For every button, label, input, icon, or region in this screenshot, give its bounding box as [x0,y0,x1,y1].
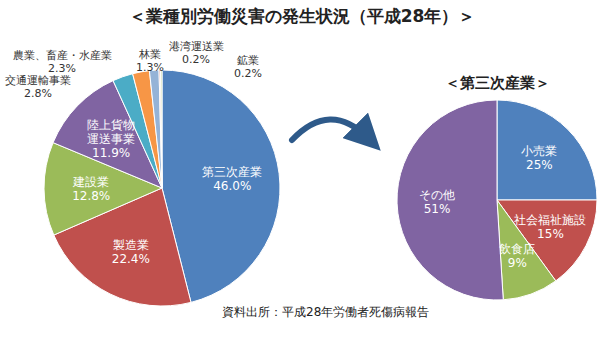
background [0,0,607,344]
label-line: 社会福祉施設 [514,213,586,227]
chart-canvas: ＜業種別労働災害の発生状況（平成28年）＞ 第三次産業46.0% 製造業22.4% 建… [0,0,607,344]
value-label: 46.0% [213,179,251,193]
annotation: 資料出所：平成28年労働者死傷病報告 [222,305,429,319]
category-label: 建設業 [72,175,109,189]
category-label: 製造業 [113,238,149,252]
pie-slice [497,100,597,200]
value-label: 0.2% [182,53,210,66]
category-label: 林業 [138,48,161,61]
value-label: 15% [537,227,564,241]
value-label: 12.8% [72,189,110,203]
label-line: 建設業 [72,175,109,189]
value-label: 25% [526,158,553,172]
category-label: 飲食店 [499,242,535,256]
label-line: 運送事業 [87,132,135,146]
chart-title: ＜第三次産業＞ [445,74,550,92]
label-line: 第三次産業 [202,165,262,179]
category-label: 農業、畜産・水産業 [13,49,112,62]
category-label: 陸上貨物運送事業 [87,118,135,146]
pie-slice [149,70,162,188]
value-label: 1.3% [136,61,164,74]
label-line: 製造業 [113,238,149,252]
pie-slice [161,70,162,188]
label-line: 飲食店 [499,242,535,256]
value-label: 22.4% [112,252,150,266]
chart-title: ＜業種別労働災害の発生状況（平成28年）＞ [129,6,476,26]
arrow [292,119,368,140]
value-label: 0.2% [234,67,262,80]
category-label: 港湾運送業 [169,40,224,53]
label-line: その他 [419,188,455,202]
label-line: 小売業 [521,144,557,158]
pie-0 [44,70,280,306]
category-label: 第三次産業 [202,165,262,179]
pie-1 [397,100,597,300]
value-label: 2.8% [24,87,52,100]
category-label: 小売業 [521,144,557,158]
data-labels: 第三次産業46.0% 製造業22.4% 建設業12.8% 陸上貨物運送事業11.9% 交… [5,40,262,266]
category-label: その他 [419,188,455,202]
value-label: 51% [424,202,451,216]
category-label: 社会福祉施設 [514,213,586,227]
label-line: 陸上貨物 [87,118,135,132]
data-labels: 小売業25% 社会福祉施設15%飲食店9% その他51% [419,144,586,271]
value-label: 9% [508,256,527,270]
pie-slice [159,70,162,188]
pie-slice [133,71,162,188]
value-label: 11.9% [92,146,130,160]
category-label: 鉱業 [237,54,259,67]
pie-slice [397,100,503,300]
category-label: 交通運輸事業 [5,74,71,87]
value-label: 2.3% [48,62,76,75]
